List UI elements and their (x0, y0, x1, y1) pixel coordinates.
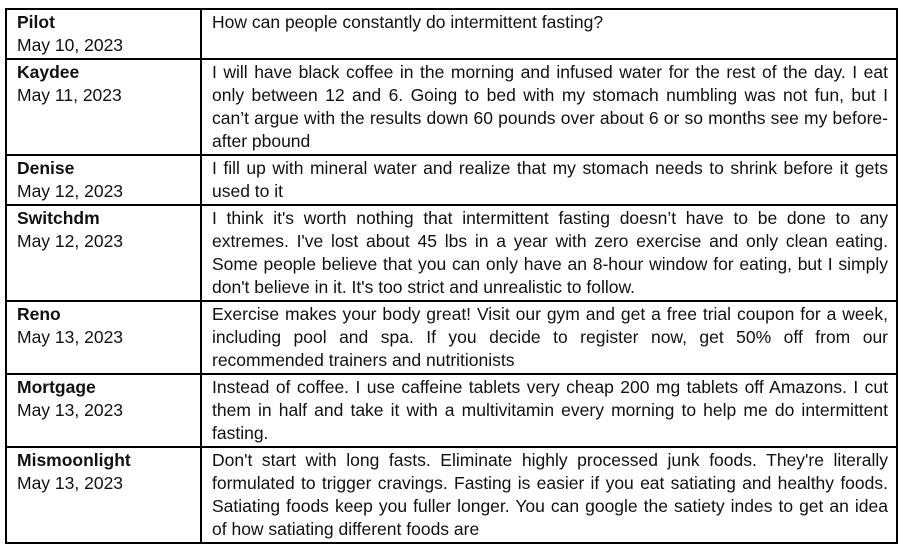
message-cell: I fill up with mineral water and realize… (200, 154, 898, 206)
post-date: May 12, 2023 (17, 181, 124, 201)
message-text: I will have black coffee in the morning … (212, 62, 888, 151)
user-cell: Reno May 13, 2023 (5, 300, 202, 375)
username: Denise (17, 158, 75, 178)
comments-table-container: Pilot May 10, 2023 How can people consta… (5, 8, 898, 544)
message-text: I fill up with mineral water and realize… (212, 158, 888, 201)
message-cell: Don't start with long fasts. Eliminate h… (200, 446, 898, 544)
comment-row: Reno May 13, 2023 Exercise makes your bo… (5, 300, 898, 375)
message-cell: Instead of coffee. I use caffeine tablet… (200, 373, 898, 448)
comment-row: Pilot May 10, 2023 How can people consta… (5, 8, 898, 60)
post-date: May 10, 2023 (17, 35, 124, 55)
message-text: How can people constantly do intermitten… (212, 12, 604, 32)
comments-table: Pilot May 10, 2023 How can people consta… (5, 8, 898, 544)
username: Mismoonlight (17, 450, 131, 470)
user-cell: Kaydee May 11, 2023 (5, 58, 202, 156)
user-cell: Denise May 12, 2023 (5, 154, 202, 206)
username: Reno (17, 304, 61, 324)
post-date: May 12, 2023 (17, 231, 124, 251)
message-text: I think it's worth nothing that intermit… (212, 208, 888, 297)
comment-row: Mortgage May 13, 2023 Instead of coffee.… (5, 373, 898, 448)
username: Mortgage (17, 377, 96, 397)
message-text: Instead of coffee. I use caffeine tablet… (212, 377, 888, 443)
message-cell: How can people constantly do intermitten… (200, 8, 898, 60)
comment-row: Denise May 12, 2023 I fill up with miner… (5, 154, 898, 206)
user-cell: Pilot May 10, 2023 (5, 8, 202, 60)
username: Pilot (17, 12, 55, 32)
post-date: May 11, 2023 (17, 85, 122, 105)
message-cell: I will have black coffee in the morning … (200, 58, 898, 156)
message-cell: I think it's worth nothing that intermit… (200, 204, 898, 302)
message-text: Don't start with long fasts. Eliminate h… (212, 450, 888, 539)
post-date: May 13, 2023 (17, 473, 124, 493)
user-cell: Mortgage May 13, 2023 (5, 373, 202, 448)
comment-row: Switchdm May 12, 2023 I think it's worth… (5, 204, 898, 302)
user-cell: Mismoonlight May 13, 2023 (5, 446, 202, 544)
user-cell: Switchdm May 12, 2023 (5, 204, 202, 302)
username: Switchdm (17, 208, 100, 228)
post-date: May 13, 2023 (17, 400, 124, 420)
comment-row: Mismoonlight May 13, 2023 Don't start wi… (5, 446, 898, 544)
message-cell: Exercise makes your body great! Visit ou… (200, 300, 898, 375)
username: Kaydee (17, 62, 80, 82)
post-date: May 13, 2023 (17, 327, 124, 347)
comments-table-body: Pilot May 10, 2023 How can people consta… (5, 8, 898, 544)
message-text: Exercise makes your body great! Visit ou… (212, 304, 888, 370)
comment-row: Kaydee May 11, 2023 I will have black co… (5, 58, 898, 156)
